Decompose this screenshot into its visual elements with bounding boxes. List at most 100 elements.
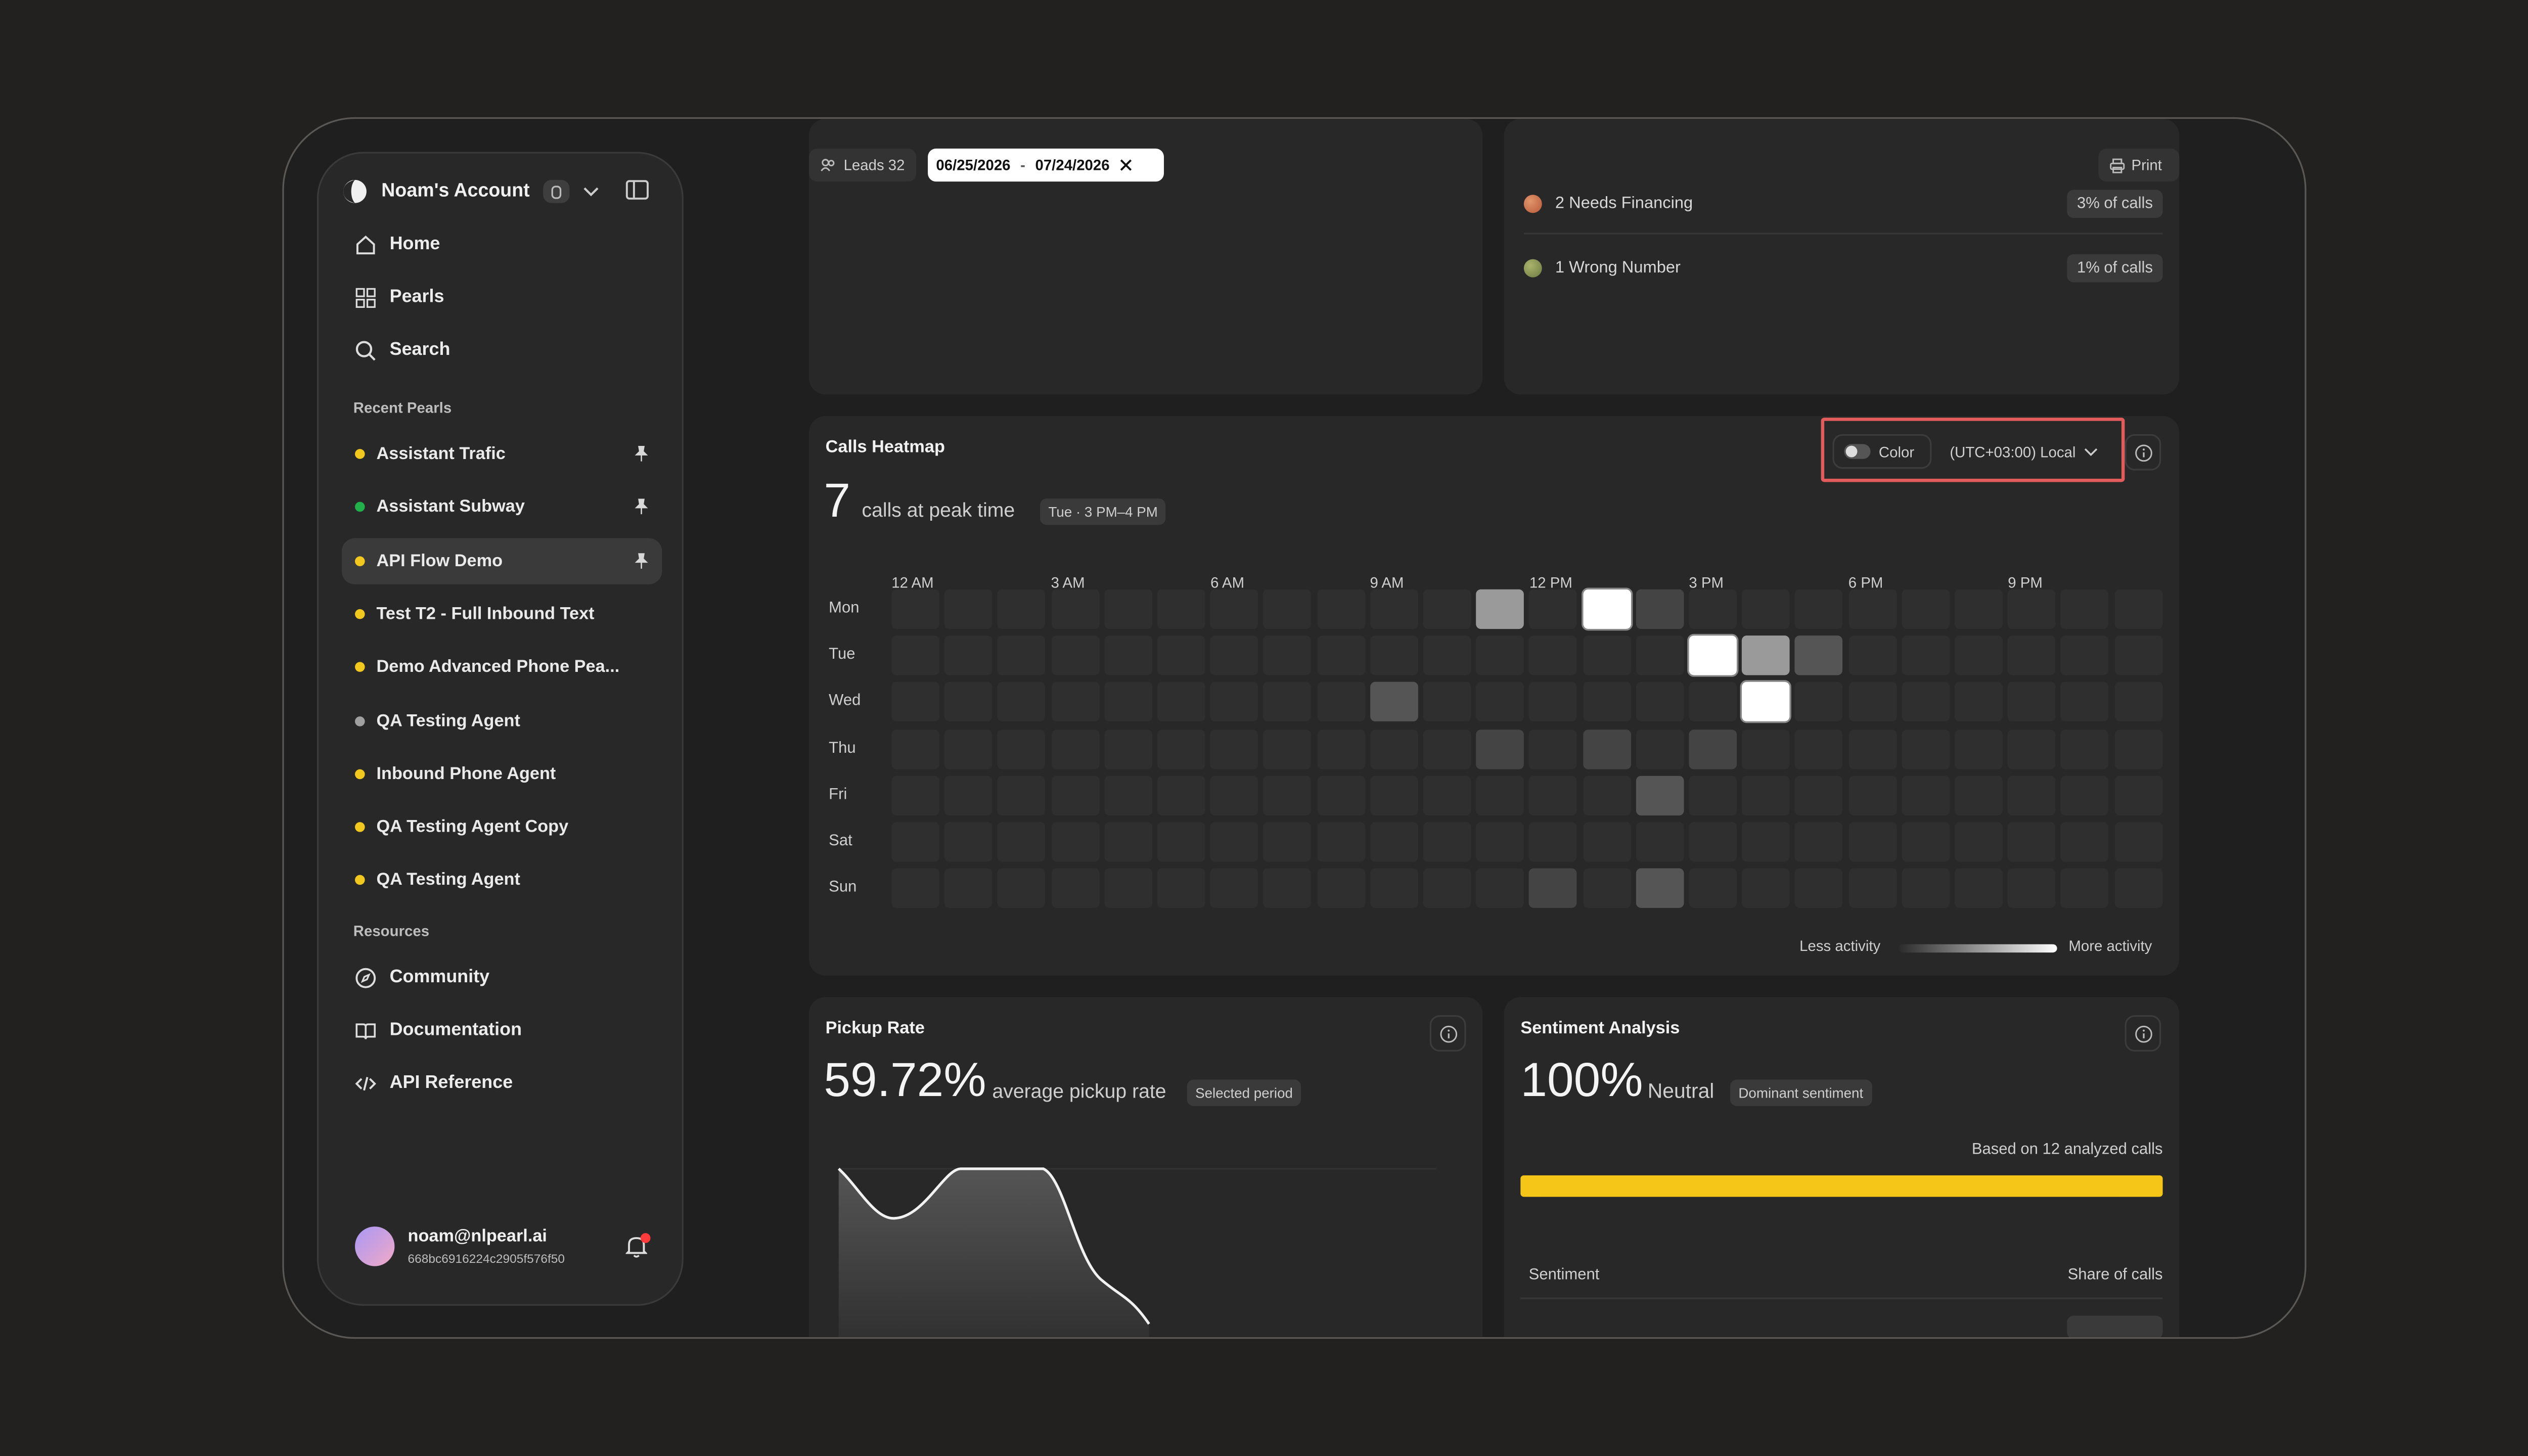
sentiment-info-button[interactable] [2125, 1015, 2161, 1052]
heatmap-cell[interactable] [1317, 589, 1365, 629]
sidebar-item-pearl[interactable]: QA Testing Agent [342, 698, 662, 744]
heatmap-cell[interactable] [998, 869, 1046, 908]
nav-pearls[interactable]: Pearls [342, 274, 662, 320]
heatmap-cell[interactable] [1263, 589, 1312, 629]
heatmap-cell[interactable] [2114, 729, 2162, 769]
heatmap-cell[interactable] [1955, 635, 2003, 676]
heatmap-cell[interactable] [1476, 776, 1524, 815]
heatmap-cell[interactable] [2114, 682, 2162, 722]
heatmap-cell[interactable] [1476, 635, 1524, 676]
pin-icon[interactable] [634, 445, 649, 463]
heatmap-cell[interactable] [944, 589, 993, 629]
heatmap-cell[interactable] [944, 869, 993, 908]
toggle-switch[interactable] [1844, 444, 1871, 459]
heatmap-cell[interactable] [1317, 682, 1365, 722]
heatmap-cell[interactable] [1689, 822, 1737, 862]
heatmap-cell[interactable] [1636, 589, 1684, 629]
heatmap-cell[interactable] [1210, 635, 1258, 676]
heatmap-cell[interactable] [1104, 776, 1152, 815]
heatmap-cell[interactable] [2114, 822, 2162, 862]
heatmap-cell[interactable] [891, 589, 939, 629]
heatmap-cell[interactable] [1423, 589, 1471, 629]
heatmap-cell[interactable] [2114, 776, 2162, 815]
heatmap-cell[interactable] [1901, 776, 1950, 815]
heatmap-cell[interactable] [2008, 635, 2056, 676]
heatmap-cell[interactable] [1104, 682, 1152, 722]
heatmap-cell[interactable] [998, 729, 1046, 769]
heatmap-cell[interactable] [1848, 589, 1897, 629]
heatmap-cell[interactable] [1529, 682, 1577, 722]
heatmap-cell[interactable] [1583, 635, 1631, 676]
sidebar-item-pearl[interactable]: QA Testing Agent Copy [342, 804, 662, 850]
heatmap-cell[interactable] [1476, 869, 1524, 908]
heatmap-cell[interactable] [1689, 729, 1737, 769]
heatmap-cell[interactable] [1051, 776, 1099, 815]
sidebar-item-pearl[interactable]: QA Testing Agent [342, 857, 662, 903]
heatmap-cell[interactable] [944, 776, 993, 815]
heatmap-cell[interactable] [944, 635, 993, 676]
heatmap-cell[interactable] [1370, 635, 1418, 676]
heatmap-cell[interactable] [1795, 682, 1843, 722]
heatmap-cell[interactable] [944, 729, 993, 769]
heatmap-cell[interactable] [1051, 635, 1099, 676]
heatmap-cell[interactable] [1581, 587, 1633, 631]
heatmap-cell[interactable] [1955, 682, 2003, 722]
heatmap-cell[interactable] [891, 822, 939, 862]
heatmap-cell[interactable] [1901, 635, 1950, 676]
heatmap-cell[interactable] [1687, 634, 1739, 677]
sidebar-item-pearl[interactable]: Demo Advanced Phone Pea... [342, 644, 662, 690]
heatmap-cell[interactable] [1795, 869, 1843, 908]
heatmap-cell[interactable] [1317, 869, 1365, 908]
heatmap-cell[interactable] [1529, 776, 1577, 815]
heatmap-cell[interactable] [1583, 822, 1631, 862]
heatmap-cell[interactable] [2061, 589, 2109, 629]
heatmap-cell[interactable] [1476, 822, 1524, 862]
heatmap-cell[interactable] [1423, 822, 1471, 862]
heatmap-cell[interactable] [1104, 729, 1152, 769]
heatmap-cell[interactable] [1476, 589, 1524, 629]
heatmap-cell[interactable] [1104, 822, 1152, 862]
heatmap-cell[interactable] [1689, 776, 1737, 815]
heatmap-cell[interactable] [1423, 729, 1471, 769]
heatmap-cell[interactable] [1583, 776, 1631, 815]
heatmap-cell[interactable] [1051, 729, 1099, 769]
heatmap-cell[interactable] [1955, 589, 2003, 629]
heatmap-cell[interactable] [998, 682, 1046, 722]
nav-home[interactable]: Home [342, 221, 662, 267]
heatmap-cell[interactable] [944, 822, 993, 862]
heatmap-cell[interactable] [1689, 682, 1737, 722]
heatmap-cell[interactable] [1157, 776, 1205, 815]
heatmap-cell[interactable] [1529, 869, 1577, 908]
heatmap-cell[interactable] [2114, 635, 2162, 676]
heatmap-cell[interactable] [1210, 682, 1258, 722]
heatmap-cell[interactable] [2008, 589, 2056, 629]
heatmap-cell[interactable] [1317, 776, 1365, 815]
heatmap-cell[interactable] [1742, 869, 1790, 908]
heatmap-cell[interactable] [1529, 635, 1577, 676]
heatmap-cell[interactable] [1742, 776, 1790, 815]
heatmap-cell[interactable] [1317, 729, 1365, 769]
heatmap-cell[interactable] [1740, 680, 1792, 724]
heatmap-cell[interactable] [2008, 869, 2056, 908]
nav-documentation[interactable]: Documentation [342, 1007, 662, 1053]
heatmap-cell[interactable] [1476, 682, 1524, 722]
heatmap-cell[interactable] [1742, 822, 1790, 862]
heatmap-cell[interactable] [1636, 729, 1684, 769]
heatmap-cell[interactable] [1370, 776, 1418, 815]
pin-icon[interactable] [634, 499, 649, 516]
heatmap-cell[interactable] [2061, 822, 2109, 862]
heatmap-cell[interactable] [1476, 729, 1524, 769]
heatmap-cell[interactable] [1848, 635, 1897, 676]
heatmap-cell[interactable] [891, 729, 939, 769]
nav-search[interactable]: Search [342, 327, 662, 373]
heatmap-cell[interactable] [1795, 635, 1843, 676]
heatmap-cell[interactable] [1689, 589, 1737, 629]
heatmap-cell[interactable] [1157, 682, 1205, 722]
heatmap-cell[interactable] [1210, 869, 1258, 908]
heatmap-cell[interactable] [1742, 635, 1790, 676]
heatmap-cell[interactable] [1051, 822, 1099, 862]
heatmap-cell[interactable] [1423, 776, 1471, 815]
heatmap-cell[interactable] [1742, 729, 1790, 769]
heatmap-cell[interactable] [1210, 822, 1258, 862]
sidebar-toggle-icon[interactable] [625, 180, 649, 200]
